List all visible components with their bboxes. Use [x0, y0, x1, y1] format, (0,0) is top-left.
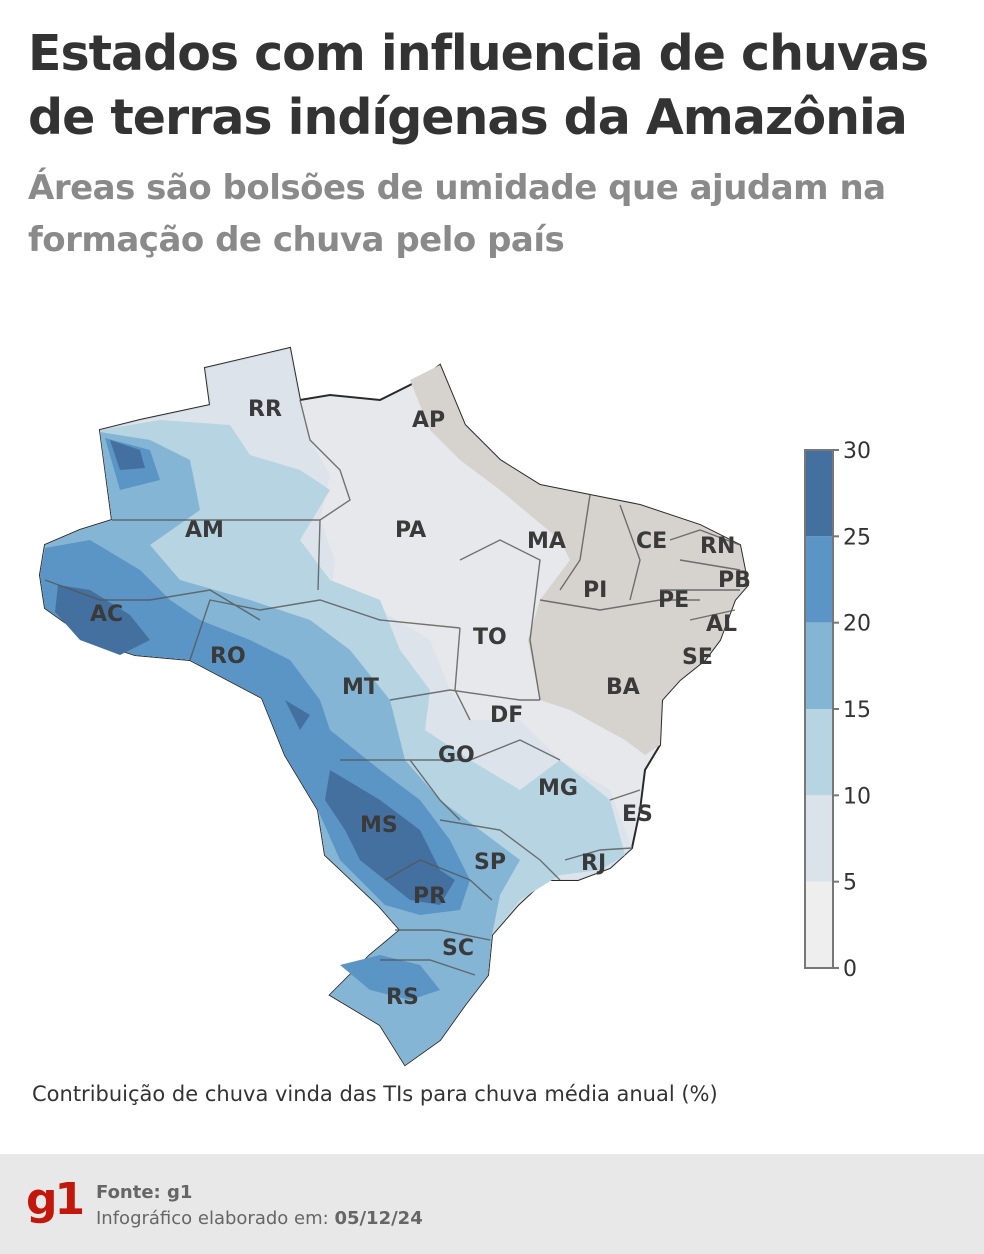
legend-bin-15-20 — [805, 622, 833, 709]
label-BA: BA — [606, 675, 640, 700]
credit-date: 05/12/24 — [334, 1208, 423, 1229]
label-MA: MA — [527, 529, 566, 554]
credit-label: Infográfico elaborado em: — [96, 1208, 329, 1229]
legend-tick-label: 20 — [843, 612, 871, 637]
label-PI: PI — [583, 578, 607, 603]
label-RN: RN — [700, 534, 735, 559]
label-SP: SP — [474, 850, 506, 875]
legend-tick-label: 30 — [843, 439, 871, 464]
label-TO: TO — [473, 625, 507, 650]
label-RJ: RJ — [581, 851, 606, 876]
source-text: Fonte: g1 — [96, 1182, 193, 1203]
map-caption: Contribuição de chuva vinda das TIs para… — [32, 1082, 718, 1106]
label-ES: ES — [622, 802, 653, 827]
legend-ticks: 30 25 20 15 10 5 0 — [833, 439, 871, 982]
region-bin-25-30 — [55, 440, 455, 905]
label-CE: CE — [636, 529, 667, 554]
label-SE: SE — [682, 645, 713, 670]
page-title: Estados com influencia de chuvas de terr… — [28, 25, 929, 146]
label-SC: SC — [442, 936, 474, 961]
label-MG: MG — [538, 776, 578, 801]
legend-tick-label: 15 — [843, 698, 871, 723]
legend-bins — [805, 450, 833, 968]
legend-tick-label: 5 — [843, 871, 857, 896]
legend-bin-25-30 — [805, 450, 833, 537]
label-AL: AL — [706, 612, 737, 637]
label-RO: RO — [210, 644, 246, 669]
label-AM: AM — [185, 518, 224, 543]
label-MT: MT — [342, 675, 379, 700]
footer: g1 Fonte: g1 Infográfico elaborado em: 0… — [0, 1154, 984, 1254]
legend: 30 25 20 15 10 5 0 — [804, 439, 871, 982]
state-borders — [44, 399, 741, 976]
legend-bin-5-10 — [805, 795, 833, 882]
state-labels: RR AP AM PA MA CE RN PB PI PE AL SE AC T… — [90, 397, 751, 1010]
label-PB: PB — [718, 568, 751, 593]
label-RS: RS — [386, 985, 419, 1010]
g1-logo[interactable]: g1 — [26, 1174, 85, 1225]
legend-tick-label: 25 — [843, 525, 871, 550]
label-PE: PE — [658, 588, 689, 613]
legend-tick-label: 0 — [843, 957, 857, 982]
label-RR: RR — [248, 397, 282, 422]
label-PA: PA — [395, 518, 426, 543]
legend-tick-label: 10 — [843, 784, 871, 809]
region-no-data — [410, 365, 748, 755]
label-DF: DF — [490, 703, 523, 728]
label-MS: MS — [360, 813, 398, 838]
label-PR: PR — [413, 884, 446, 909]
label-AC: AC — [90, 602, 123, 627]
credit-text: Infográfico elaborado em: 05/12/24 — [96, 1208, 423, 1229]
legend-bin-10-15 — [805, 709, 833, 796]
page-subtitle: Áreas são bolsões de umidade que ajudam … — [28, 168, 886, 260]
label-GO: GO — [438, 743, 475, 768]
legend-bin-20-25 — [805, 536, 833, 623]
brazil-map: RR AP AM PA MA CE RN PB PI PE AL SE AC T… — [38, 346, 871, 1067]
label-AP: AP — [412, 408, 445, 433]
legend-bin-0-5 — [805, 881, 833, 968]
